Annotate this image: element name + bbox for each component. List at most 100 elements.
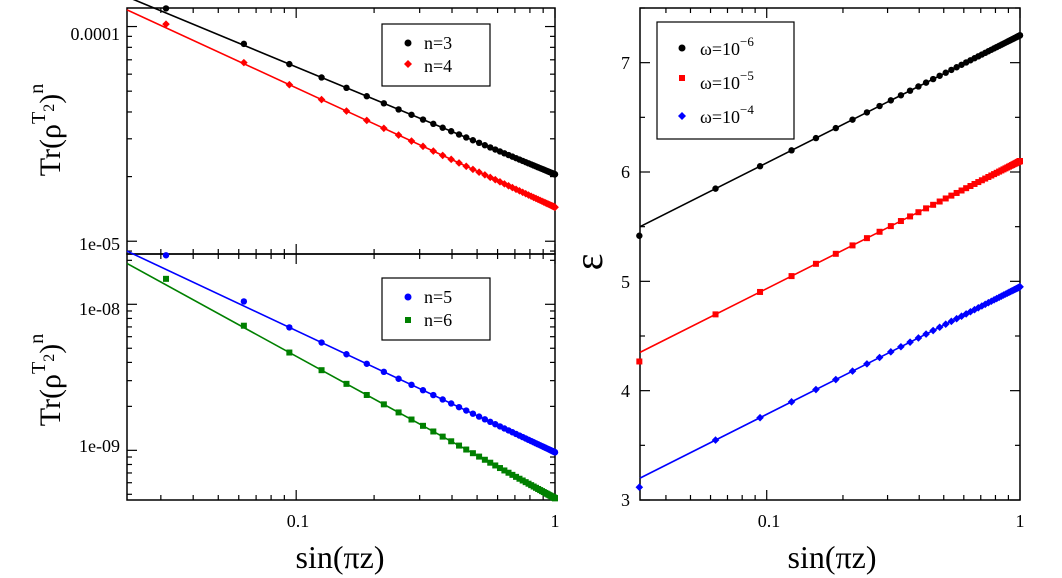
data-point bbox=[475, 139, 483, 147]
data-point bbox=[832, 250, 839, 257]
data-point bbox=[757, 288, 764, 295]
data-point bbox=[469, 410, 477, 417]
y-tick-label: 1e-09 bbox=[79, 436, 120, 456]
data-point bbox=[501, 467, 508, 474]
data-point bbox=[551, 171, 559, 178]
panel-bottom-left: 1e-08 1e-09 0.1 1 sin(πz) Tr(ρT2)n n=5 n… bbox=[26, 250, 560, 575]
data-point bbox=[947, 317, 956, 326]
data-point bbox=[475, 413, 483, 420]
data-point bbox=[475, 168, 483, 177]
data-point bbox=[551, 203, 559, 212]
data-point bbox=[812, 134, 820, 142]
data-point bbox=[712, 311, 719, 318]
legend: n=5 n=6 bbox=[381, 277, 491, 341]
data-point bbox=[907, 213, 914, 220]
data-point bbox=[953, 189, 960, 196]
data-point bbox=[462, 162, 471, 171]
data-point bbox=[832, 124, 839, 132]
x-tick-label: 0.1 bbox=[758, 511, 781, 531]
data-point bbox=[636, 232, 643, 239]
data-point bbox=[439, 396, 446, 403]
data-point bbox=[240, 298, 248, 305]
data-point bbox=[863, 235, 870, 242]
data-point bbox=[286, 324, 293, 331]
data-point bbox=[286, 349, 293, 356]
data-point bbox=[317, 95, 326, 104]
data-point bbox=[990, 296, 998, 304]
data-point bbox=[419, 387, 427, 394]
data-point bbox=[476, 453, 483, 460]
data-point bbox=[963, 185, 970, 192]
data-point bbox=[929, 326, 937, 335]
data-point bbox=[419, 116, 427, 123]
data-point bbox=[1016, 283, 1024, 291]
legend-label: ω=10−6 bbox=[700, 34, 754, 59]
data-point bbox=[712, 185, 719, 192]
data-point bbox=[429, 147, 438, 155]
data-point bbox=[448, 128, 455, 135]
data-point bbox=[887, 223, 894, 230]
data-point bbox=[481, 171, 489, 179]
legend-label: ω=10−5 bbox=[700, 68, 754, 93]
panel-right: 3 4 5 6 7 0.1 1 sin(πz) ε ω=10−6 ω=10−5 … bbox=[566, 7, 1025, 575]
data-points bbox=[162, 5, 559, 212]
data-point bbox=[711, 436, 720, 444]
data-point bbox=[863, 360, 871, 368]
y-tick-label: 1e-08 bbox=[79, 299, 120, 319]
data-point bbox=[953, 64, 960, 71]
data-point bbox=[419, 422, 426, 429]
data-point bbox=[380, 368, 388, 376]
data-point bbox=[849, 242, 856, 249]
data-point bbox=[408, 381, 415, 389]
data-point bbox=[342, 107, 351, 115]
data-point bbox=[430, 120, 437, 128]
data-point bbox=[407, 137, 416, 145]
data-point bbox=[363, 93, 370, 100]
data-point bbox=[430, 428, 437, 435]
data-point bbox=[935, 323, 944, 332]
data-point bbox=[408, 111, 415, 118]
data-point bbox=[343, 84, 350, 92]
data-point bbox=[975, 179, 982, 186]
data-point bbox=[469, 137, 477, 144]
panel-frame bbox=[126, 7, 556, 255]
data-point bbox=[1017, 158, 1023, 165]
tick-marks bbox=[640, 7, 1021, 501]
data-points bbox=[162, 252, 559, 502]
y-tick-label: 7 bbox=[621, 53, 630, 73]
y-tick-label: 0.0001 bbox=[71, 24, 121, 44]
data-point bbox=[439, 124, 446, 131]
data-point bbox=[906, 338, 914, 346]
panel-frame bbox=[126, 253, 556, 501]
legend-marker-omega-6 bbox=[678, 44, 686, 52]
data-point bbox=[788, 147, 795, 154]
data-point bbox=[395, 106, 402, 113]
y-tick-label: 3 bbox=[621, 490, 630, 510]
data-point bbox=[897, 92, 905, 99]
data-point bbox=[942, 195, 949, 202]
legend-label: n=5 bbox=[424, 287, 452, 307]
y-axis-label: Tr(ρT2)n bbox=[26, 334, 67, 426]
x-tick-label: 1 bbox=[551, 511, 560, 531]
data-point bbox=[897, 342, 905, 351]
panel-frame bbox=[639, 7, 1021, 501]
data-point bbox=[915, 83, 922, 90]
data-point bbox=[922, 79, 930, 86]
data-point bbox=[875, 353, 884, 362]
data-points bbox=[635, 32, 1024, 492]
data-point bbox=[967, 183, 974, 190]
data-point bbox=[756, 413, 764, 422]
legend-label: n=3 bbox=[424, 33, 452, 53]
data-point bbox=[923, 205, 930, 212]
data-point bbox=[486, 173, 495, 182]
data-point bbox=[430, 391, 437, 399]
data-point bbox=[487, 418, 494, 426]
data-point bbox=[505, 469, 512, 476]
data-point bbox=[487, 459, 494, 466]
x-axis-label: sin(πz) bbox=[295, 539, 384, 575]
data-point bbox=[318, 367, 325, 374]
data-point bbox=[447, 155, 456, 164]
data-point bbox=[876, 102, 883, 110]
data-point bbox=[408, 416, 415, 423]
data-point bbox=[831, 375, 840, 384]
